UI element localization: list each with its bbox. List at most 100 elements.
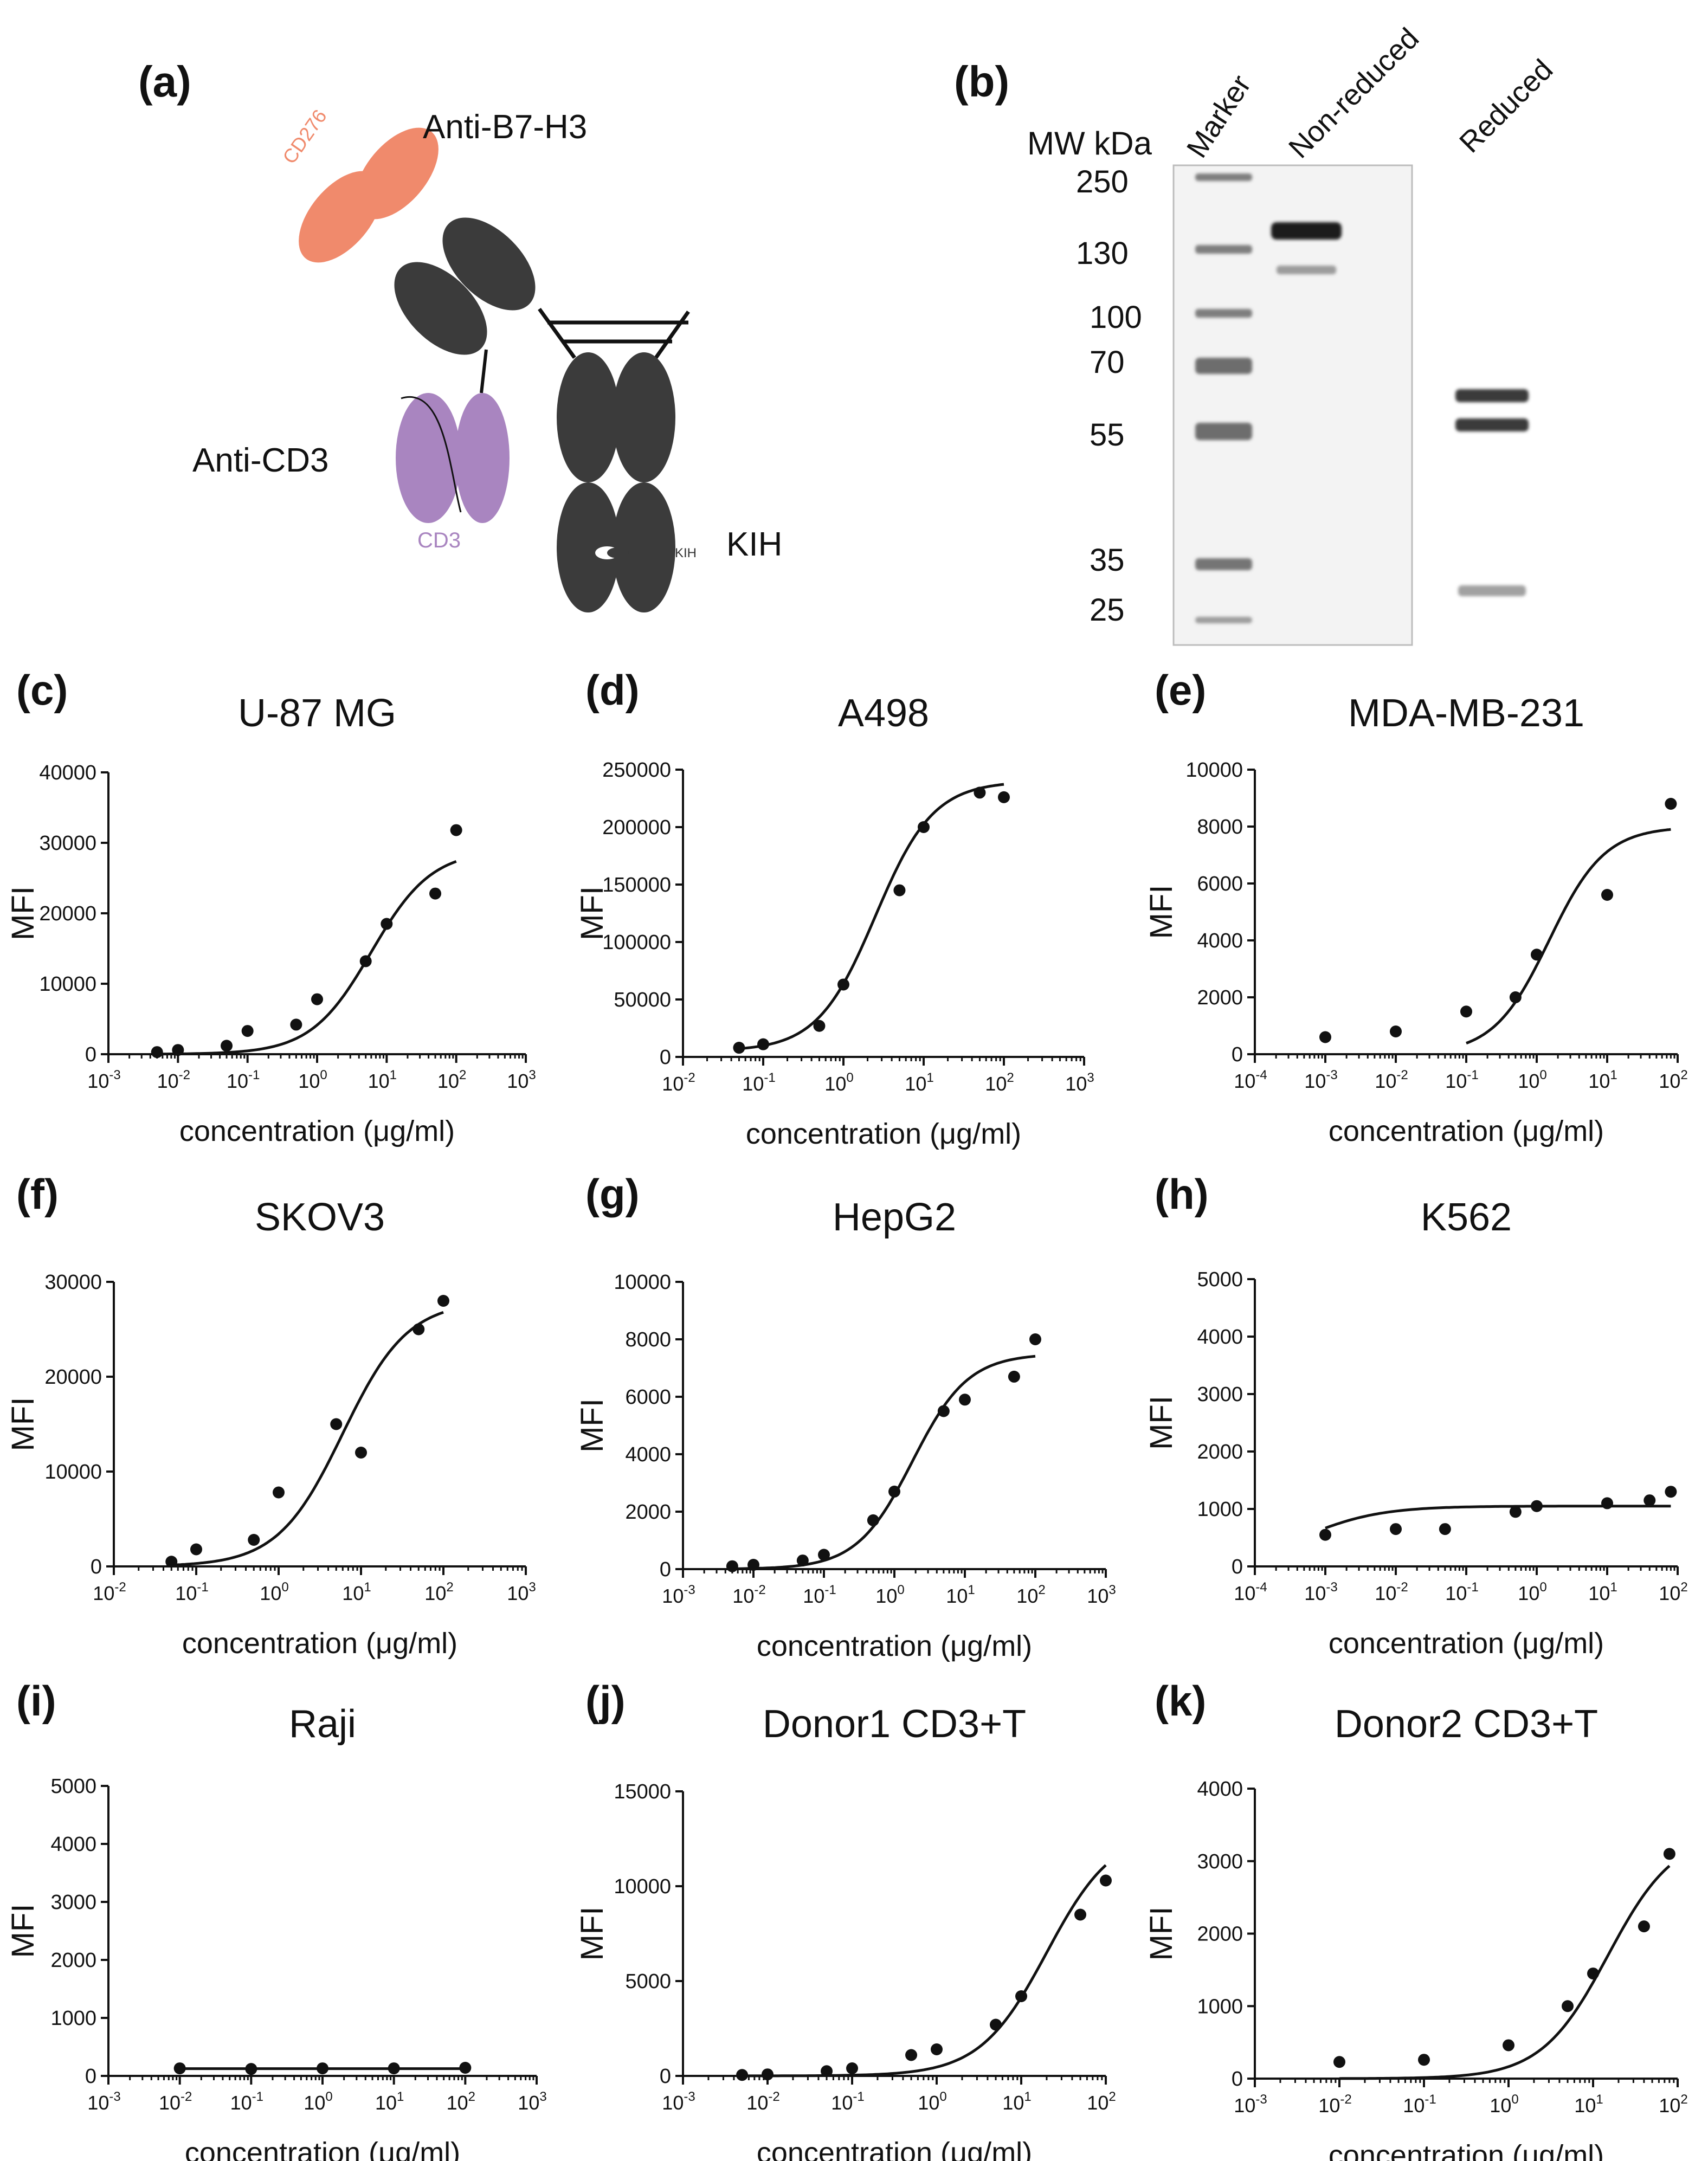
y-tick-label-f-1: 10000 [44, 1461, 102, 1483]
x-axis-label-e: concentration (μg/ml) [1329, 1115, 1604, 1147]
gel-figure: MW kDa 250 130 100 70 55 35 25 Marker No… [1027, 22, 1559, 646]
fc-ch2-left [557, 352, 620, 482]
data-point-c-5 [311, 993, 323, 1005]
y-tick-label-k-0: 0 [1232, 2068, 1243, 2091]
chart-title-e: MDA-MB-231 [1348, 692, 1584, 735]
x-tick-label-i-0: 10-3 [87, 2089, 120, 2114]
reduced-band-heavy-2 [1455, 418, 1529, 431]
y-axis-label-k: MFI [1144, 1907, 1179, 1961]
x-tick-label-f-3: 101 [342, 1580, 371, 1604]
chart-title-h: K562 [1421, 1196, 1512, 1239]
data-point-k-6 [1663, 1848, 1675, 1860]
chart-panel-j: (j) Donor1 CD3+T MFI concentration (μg/ml) 0… [575, 1677, 1116, 2161]
data-point-g-7 [959, 1394, 971, 1406]
y-tick-label-d-2: 100000 [602, 931, 671, 954]
data-point-f-7 [437, 1295, 449, 1307]
data-point-k-4 [1587, 1968, 1599, 1980]
x-axis-label-j: concentration (μg/ml) [757, 2137, 1032, 2161]
x-tick-label-h-3: 10-1 [1445, 1580, 1478, 1604]
panel-letter-i: (i) [16, 1677, 56, 1725]
cd3-domain-left [396, 393, 461, 523]
data-point-g-8 [1008, 1370, 1020, 1383]
x-tick-label-j-5: 102 [1087, 2089, 1116, 2114]
marker-band-70 [1195, 358, 1252, 374]
data-point-h-0 [1319, 1528, 1331, 1541]
x-tick-label-g-6: 103 [1087, 1583, 1116, 1607]
x-axis-label-g: concentration (μg/ml) [757, 1630, 1032, 1662]
x-tick-label-f-2: 100 [260, 1580, 288, 1604]
reduced-band-light [1458, 585, 1526, 596]
data-point-g-5 [888, 1485, 900, 1498]
y-tick-label-e-2: 4000 [1197, 930, 1243, 952]
panel-b-letter: (b) [954, 57, 1010, 106]
x-tick-label-d-3: 101 [905, 1070, 933, 1095]
cd276-domain-lower [299, 171, 382, 263]
antibody-diagram: CD276 Anti-B7-H3 Anti-CD3 CD3 KIH KIH [192, 105, 782, 612]
hinge-arm-left [538, 307, 576, 359]
hinge-arm-right [654, 310, 690, 359]
x-tick-label-j-4: 101 [1002, 2089, 1031, 2114]
data-point-h-4 [1531, 1500, 1543, 1512]
x-tick-label-k-2: 10-1 [1403, 2092, 1436, 2117]
x-tick-label-c-5: 102 [437, 1068, 466, 1092]
x-tick-label-e-3: 10-1 [1445, 1068, 1478, 1092]
kih-label: KIH [726, 526, 782, 563]
x-tick-label-h-4: 100 [1518, 1580, 1546, 1604]
data-point-c-0 [151, 1046, 163, 1059]
y-tick-label-j-3: 15000 [614, 1781, 671, 1803]
fit-curve-e [1466, 828, 1671, 1045]
data-point-c-2 [221, 1040, 233, 1052]
y-tick-label-i-2: 2000 [50, 1949, 96, 1972]
y-tick-label-e-5: 10000 [1185, 759, 1243, 782]
data-point-j-6 [990, 2018, 1002, 2031]
data-point-j-9 [1100, 1874, 1112, 1887]
chart-title-i: Raji [289, 1702, 356, 1746]
data-point-c-6 [359, 955, 372, 967]
x-tick-label-e-0: 10-4 [1234, 1068, 1267, 1092]
y-axis-label-i: MFI [5, 1904, 41, 1958]
mw-tick-35: 35 [1090, 543, 1125, 578]
x-tick-label-g-0: 10-3 [662, 1583, 695, 1607]
mw-header: MW kDa [1027, 125, 1152, 162]
data-point-f-2 [248, 1534, 260, 1546]
x-tick-label-i-2: 10-1 [230, 2089, 263, 2114]
data-point-i-3 [388, 2062, 400, 2075]
x-tick-label-j-0: 10-3 [662, 2089, 695, 2114]
y-tick-label-h-2: 2000 [1197, 1441, 1243, 1463]
y-tick-label-i-0: 0 [85, 2065, 96, 2088]
marker-band-250 [1195, 173, 1252, 181]
data-point-e-3 [1509, 991, 1522, 1003]
panel-letter-k: (k) [1155, 1677, 1206, 1725]
y-tick-label-g-0: 0 [660, 1558, 671, 1581]
x-axis-label-c: concentration (μg/ml) [179, 1115, 455, 1147]
cd3-domain-right [455, 393, 510, 523]
x-tick-label-j-2: 10-1 [831, 2089, 864, 2114]
x-axis-label-k: concentration (μg/ml) [1329, 2139, 1604, 2161]
y-tick-label-e-1: 2000 [1197, 986, 1243, 1009]
fc-ch3-right [613, 482, 675, 612]
x-tick-label-g-5: 102 [1016, 1583, 1045, 1607]
x-tick-label-c-3: 100 [298, 1068, 327, 1092]
data-point-f-0 [165, 1556, 178, 1568]
y-tick-label-i-4: 4000 [50, 1833, 96, 1856]
chart-panel-f: (f) SKOV3 MFI concentration (μg/ml) 0 10000 20… [5, 1170, 536, 1660]
chart-title-c: U-87 MG [238, 692, 396, 735]
y-tick-label-h-4: 4000 [1197, 1326, 1243, 1349]
reduced-lane [1455, 389, 1529, 596]
data-point-h-6 [1643, 1494, 1656, 1507]
data-point-d-7 [998, 791, 1010, 803]
data-point-c-4 [290, 1018, 302, 1031]
y-tick-label-g-4: 8000 [625, 1328, 671, 1351]
y-axis-label-f: MFI [5, 1397, 41, 1452]
fit-curve-j [742, 1864, 1107, 2078]
y-tick-label-f-0: 0 [91, 1556, 102, 1578]
x-tick-label-i-3: 100 [304, 2089, 332, 2114]
data-point-g-6 [937, 1405, 950, 1417]
x-tick-label-d-5: 103 [1065, 1070, 1094, 1095]
y-tick-label-k-1: 1000 [1197, 1995, 1243, 2018]
panel-letter-g: (g) [585, 1170, 640, 1218]
chart-title-k: Donor2 CD3+T [1335, 1702, 1598, 1746]
data-point-c-7 [381, 918, 393, 930]
y-tick-label-h-5: 5000 [1197, 1268, 1243, 1291]
